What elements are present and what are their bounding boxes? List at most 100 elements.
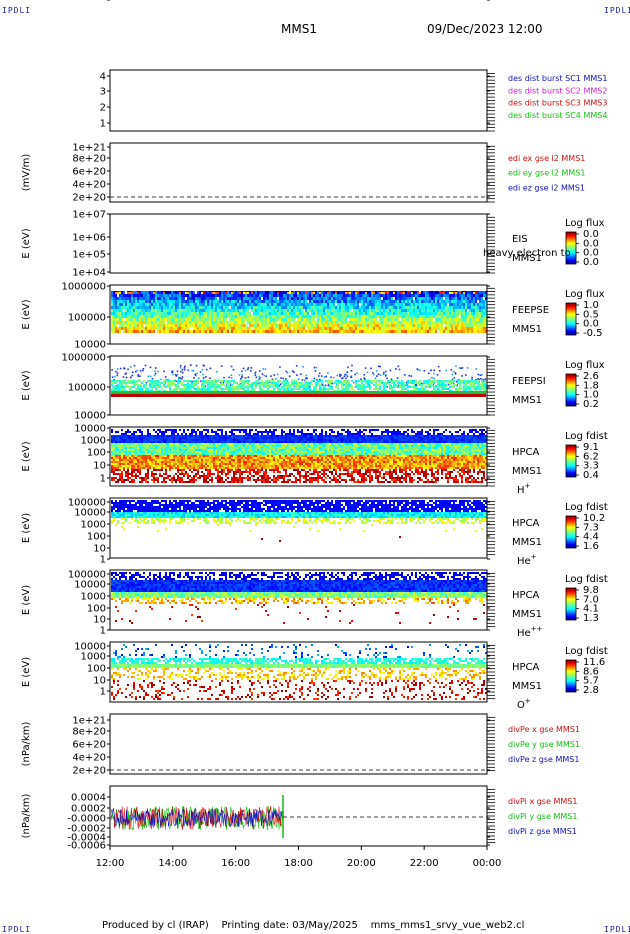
panel-frame-sc [110,70,487,131]
spacecraft-label-hpca_o: MMS1 [512,681,542,692]
y-axis-label-hpca_h: E (eV) [21,441,32,471]
spacecraft-label-hpca_he: MMS1 [512,537,542,548]
species-label-hpca_h: H+ [517,482,531,496]
y-tick-label-sc: 3 [100,87,106,98]
y-tick-label-divpi: 0.0004 [71,793,106,804]
x-tick-label: 14:00 [158,858,187,869]
colorbar-feepse [566,303,576,335]
y-axis-label-feepsi: E (eV) [21,370,32,400]
y-tick-label-edi: 1e+21 [72,143,106,154]
colorbar-tick-feepse: -0.5 [583,328,603,339]
y-tick-label-hpca_h: 1 [100,474,106,485]
colorbar-tick-eis: 0.0 [583,257,599,268]
legend-entry-divpi: divPi x gse MMS1 [508,797,577,806]
colorbar-tick-hpca_o: 2.8 [583,685,599,696]
y-tick-label-edi: 6e+20 [72,167,106,178]
y-tick-label-divpe: 8e+20 [72,727,106,738]
x-tick-label: 12:00 [96,858,125,869]
legend-entry-sc: des dist burst SC3 MMS3 [508,99,607,108]
x-tick-label: 20:00 [347,858,376,869]
y-tick-label-feepsi: 100000 [68,383,106,394]
y-tick-label-hpca_he: 1 [100,555,106,566]
colorbar-title-feepse: Log flux [565,289,605,300]
legend-entry-edi: edi ez gse l2 MMS1 [508,183,585,192]
y-tick-label-hpca_h: 10 [93,461,106,472]
y-tick-label-divpe: 0 [100,0,106,3]
y-tick-label-feepse: 100000 [68,313,106,324]
colorbar-tick-feepsi: 0.2 [583,399,599,410]
y-tick-label-divpe: 6e+20 [72,740,106,751]
y-tick-label-hpca_hepp: 1 [100,626,106,637]
spacecraft-label-hpca_hepp: MMS1 [512,609,542,620]
legend-entry-divpi: divPi z gse MMS1 [508,827,577,836]
spectrogram-cells [111,572,487,624]
y-axis-label-divpe: (nPa/km) [21,722,32,767]
y-tick-label-edi: 4e+20 [72,180,106,191]
instrument-label-hpca_o: HPCA [512,662,540,673]
x-tick-label: 18:00 [284,858,313,869]
colorbar-hpca_he [566,516,576,548]
species-label-hpca_hepp: He++ [517,625,543,639]
y-tick-label-hpca_h: 100 [87,448,106,459]
y-tick-label-eis: 1e+05 [72,250,106,261]
y-tick-label-divpe: 2e+20 [72,766,106,777]
legend-entry-divpe: divPe x gse MMS1 [508,725,580,734]
y-tick-label-feepsi: 1000000 [61,353,106,364]
time-series-traces [111,795,487,838]
colorbar-tick-hpca_he: 1.6 [583,541,599,552]
panel-frame-hpca_o [110,642,487,702]
y-tick-label-hpca_o: 1 [100,687,106,698]
colorbar-tick-hpca_h: 0.4 [583,470,599,481]
y-axis-label-hpca_hepp: E (eV) [21,585,32,615]
legend-entry-edi: edi ey gse l2 MMS1 [508,169,586,178]
footer-printing-date: Printing date: 03/May/2025 [222,920,358,931]
y-tick-label-hpca_he: 100 [87,532,106,543]
y-tick-label-hpca_he: 10 [93,544,106,555]
x-tick-label: 16:00 [221,858,250,869]
y-tick-label-eis: 1e+04 [72,268,106,279]
y-tick-label-divpe: 1e+21 [72,716,106,727]
y-tick-label-hpca_hepp: 10 [93,615,106,626]
y-tick-label-hpca_hepp: 10000 [74,580,106,591]
y-tick-label-sc: 1 [100,119,106,130]
y-tick-label-feepse: 10000 [74,340,106,351]
spacecraft-label-hpca_h: MMS1 [512,466,542,477]
footer: Produced by cl (IRAP) Printing date: 03/… [102,920,524,931]
y-axis-label-eis: E (eV) [21,228,32,258]
legend-entry-sc: des dist burst SC2 MMS2 [508,86,607,95]
colorbar-tick-hpca_hepp: 1.3 [583,613,599,624]
instrument-label-feepse: FEEPSE [512,305,549,316]
colorbar-feepsi [566,374,576,406]
colorbar-title-hpca_o: Log fdist [565,646,608,657]
colorbar-title-hpca_hepp: Log fdist [565,574,608,585]
spectrogram-cells [111,291,487,333]
spectrogram-cells [111,500,487,542]
y-tick-label-edi: 8e+20 [72,154,106,165]
y-axis-label-hpca_o: E (eV) [21,657,32,687]
legend-entry-sc: des dist burst SC1 MMS1 [508,74,607,83]
panel-frame-divpi [110,786,487,846]
y-tick-label-hpca_hepp: 1000 [81,592,106,603]
y-tick-label-eis: 1e+07 [72,210,106,221]
x-tick-label: 00:00 [473,858,502,869]
legend-entry-divpi: divPi y gse MMS1 [508,812,577,821]
y-tick-label-feepse: 1000000 [61,282,106,293]
colorbar-title-eis: Log flux [565,218,605,229]
y-axis-label-divpi: (nPa/km) [21,794,32,839]
legend-entry-divpe: divPe z gse MMS1 [508,755,579,764]
panel-frame-edi [110,143,487,202]
instrument-label-eis: EIS [512,234,528,245]
y-tick-label-hpca_o: 10 [93,676,106,687]
instrument-label-hpca_hepp: HPCA [512,590,540,601]
panel-frame-divpe [110,714,487,774]
colorbar-hpca_o [566,660,576,692]
y-tick-label-sc: 2 [100,103,106,114]
overlay-label-eis: heavy electron to [483,248,571,259]
y-tick-label-sc: 4 [100,72,106,83]
y-tick-label-hpca_h: 10000 [74,424,106,435]
y-tick-label-hpca_hepp: 100 [87,604,106,615]
y-axis-label-feepse: E (eV) [21,299,32,329]
instrument-label-hpca_h: HPCA [512,447,540,458]
instrument-label-feepsi: FEEPSI [512,376,546,387]
y-tick-label-eis: 1e+06 [72,233,106,244]
